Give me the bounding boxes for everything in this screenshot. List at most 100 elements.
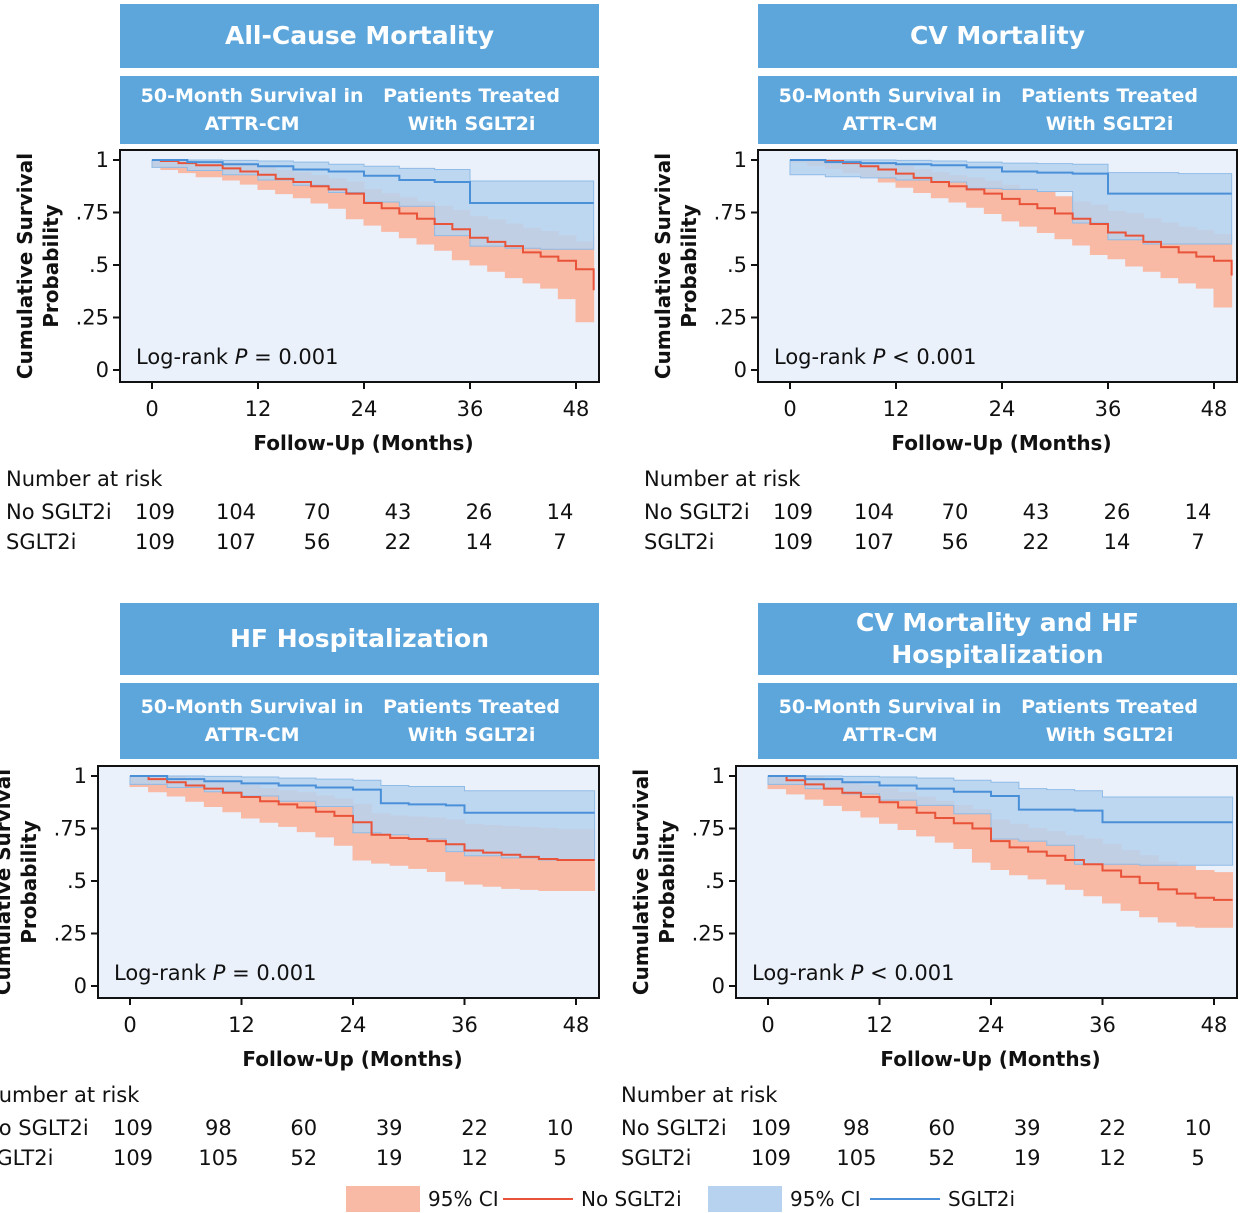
km-plot: 0 .25 .5 .75 1 0 12 24 36 48 Follow-Up (Months) Cum… xyxy=(13,148,600,455)
y-tick-label: .75 xyxy=(714,201,747,225)
y-tick-label: 0 xyxy=(74,974,87,998)
y-tick-label: .25 xyxy=(76,306,109,330)
log-rank-prefix: Log-rank xyxy=(114,961,213,985)
subtitle-line-2: Patients Treated With SGLT2i xyxy=(383,85,560,135)
chart-subtitle: 50-Month Survival in ATTR-CM Patients Tr… xyxy=(120,76,599,144)
y-tick-label: .25 xyxy=(54,922,87,946)
risk-count: 5 xyxy=(1191,1146,1205,1170)
risk-label-sglt2i: SGLT2i xyxy=(621,1146,692,1170)
x-tick-label: 48 xyxy=(563,1013,590,1037)
risk-label-no-sglt2i: No SGLT2i xyxy=(6,500,112,524)
risk-title: Number at risk xyxy=(621,1083,778,1107)
x-tick-label: 0 xyxy=(145,397,158,421)
risk-count: 22 xyxy=(461,1116,488,1140)
risk-count: 22 xyxy=(384,530,412,554)
x-tick-label: 0 xyxy=(761,1013,774,1037)
y-tick-label: .5 xyxy=(705,869,725,893)
chart-title: All-Cause Mortality xyxy=(120,4,599,68)
risk-count: 22 xyxy=(1099,1116,1126,1140)
y-tick-label: .25 xyxy=(714,306,747,330)
chart-title: HF Hospitalization xyxy=(120,603,599,675)
series-line-sglt2i xyxy=(768,775,1233,824)
y-tick-label: 1 xyxy=(74,764,87,788)
km-plot: 0 .25 .5 .75 1 0 12 24 36 48 Follow-Up (Months) Cum… xyxy=(629,764,1238,1071)
x-tick-label: 0 xyxy=(783,397,796,421)
risk-table: Number at risk No SGLT2i SGLT2i 109 104 70… xyxy=(0,0,600,600)
y-axis-label-line-2: Probability xyxy=(17,820,41,944)
series-line-no-sglt2i xyxy=(790,159,1233,276)
x-tick-label: 48 xyxy=(563,397,590,421)
log-rank-annotation: Log-rank P < 0.001 xyxy=(774,345,977,369)
risk-label-sglt2i: SGLT2i xyxy=(0,1146,54,1170)
risk-count: 12 xyxy=(461,1146,488,1170)
line-sg-swatch xyxy=(870,1198,940,1200)
risk-count: 107 xyxy=(853,530,895,554)
legend-ci-no-sglt2i: 95% CI xyxy=(346,1185,499,1213)
line-no-swatch xyxy=(503,1198,573,1200)
legend-ci-sglt2i: 95% CI xyxy=(708,1185,861,1213)
y-tick-label: .5 xyxy=(67,869,87,893)
log-rank-p: P xyxy=(213,961,226,985)
risk-count: 43 xyxy=(1022,500,1050,524)
ci-no-swatch xyxy=(346,1186,420,1212)
y-tick-label: 0 xyxy=(734,358,747,382)
x-axis-label: Follow-Up (Months) xyxy=(242,1047,462,1071)
risk-label-sglt2i: SGLT2i xyxy=(644,530,715,554)
risk-table: Number at risk No SGLT2i SGLT2i 109 98 60 3… xyxy=(621,603,1238,1203)
risk-count: 14 xyxy=(546,500,574,524)
risk-count: 26 xyxy=(1103,500,1131,524)
risk-count: 10 xyxy=(1184,1116,1212,1140)
x-tick-label: 24 xyxy=(340,1013,367,1037)
series-line-no-sglt2i xyxy=(768,775,1233,901)
risk-count: 7 xyxy=(553,530,567,554)
legend: 95% CI No SGLT2i 95% CI SGLT2i xyxy=(0,1185,1241,1213)
chart-subtitle: 50-Month Survival in ATTR-CM Patients Tr… xyxy=(120,683,599,759)
log-rank-annotation: Log-rank P = 0.001 xyxy=(114,961,317,985)
risk-table: Number at risk No SGLT2i SGLT2i 109 98 60 3… xyxy=(0,603,600,1203)
risk-count: 109 xyxy=(112,1146,154,1170)
series-line-sglt2i xyxy=(152,159,594,205)
risk-count: 109 xyxy=(750,1116,792,1140)
series-line-no-sglt2i xyxy=(130,775,595,861)
risk-count: 52 xyxy=(928,1146,956,1170)
risk-count: 98 xyxy=(205,1116,232,1140)
x-tick-label: 24 xyxy=(989,397,1016,421)
x-tick-label: 12 xyxy=(866,1013,893,1037)
series-line-sglt2i xyxy=(130,775,595,814)
risk-title: Number at risk xyxy=(644,467,801,491)
risk-count: 60 xyxy=(290,1116,318,1140)
x-tick-label: 24 xyxy=(978,1013,1005,1037)
risk-count: 12 xyxy=(1099,1146,1126,1170)
legend-label: 95% CI xyxy=(790,1187,861,1211)
risk-count: 104 xyxy=(853,500,895,524)
risk-count: 56 xyxy=(941,530,969,554)
risk-label-sglt2i: SGLT2i xyxy=(6,530,77,554)
chart-subtitle: 50-Month Survival in ATTR-CM Patients Tr… xyxy=(758,76,1237,144)
risk-label-no-sglt2i: No SGLT2i xyxy=(644,500,750,524)
y-tick-label: 0 xyxy=(96,358,109,382)
risk-count: 107 xyxy=(215,530,257,554)
legend-label: No SGLT2i xyxy=(581,1187,682,1211)
y-axis-label-line-2: Probability xyxy=(655,820,679,944)
x-tick-label: 12 xyxy=(228,1013,255,1037)
x-tick-label: 48 xyxy=(1201,397,1228,421)
x-tick-label: 36 xyxy=(457,397,484,421)
x-axis-label: Follow-Up (Months) xyxy=(880,1047,1100,1071)
y-axis-label-line-2: Probability xyxy=(39,204,63,328)
legend-line-sglt2i: SGLT2i xyxy=(870,1185,1015,1213)
panel-cv-mortality: CV Mortality 50-Month Survival in ATTR-C… xyxy=(638,0,1238,600)
log-rank-p: P xyxy=(851,961,864,985)
km-plot: 0 .25 .5 .75 1 0 12 24 36 48 Follow-Up (Months) Cum… xyxy=(0,764,600,1071)
log-rank-p: P xyxy=(873,345,886,369)
x-tick-label: 36 xyxy=(1089,1013,1116,1037)
y-axis-label-line-1: Cumulative Survival xyxy=(629,769,653,995)
risk-count: 109 xyxy=(772,500,814,524)
x-axis-label: Follow-Up (Months) xyxy=(891,431,1111,455)
risk-count: 109 xyxy=(772,530,814,554)
log-rank-prefix: Log-rank xyxy=(774,345,873,369)
y-tick-label: .75 xyxy=(54,817,87,841)
risk-count: 22 xyxy=(1022,530,1050,554)
subtitle-line-2: Patients Treated With SGLT2i xyxy=(383,696,560,746)
